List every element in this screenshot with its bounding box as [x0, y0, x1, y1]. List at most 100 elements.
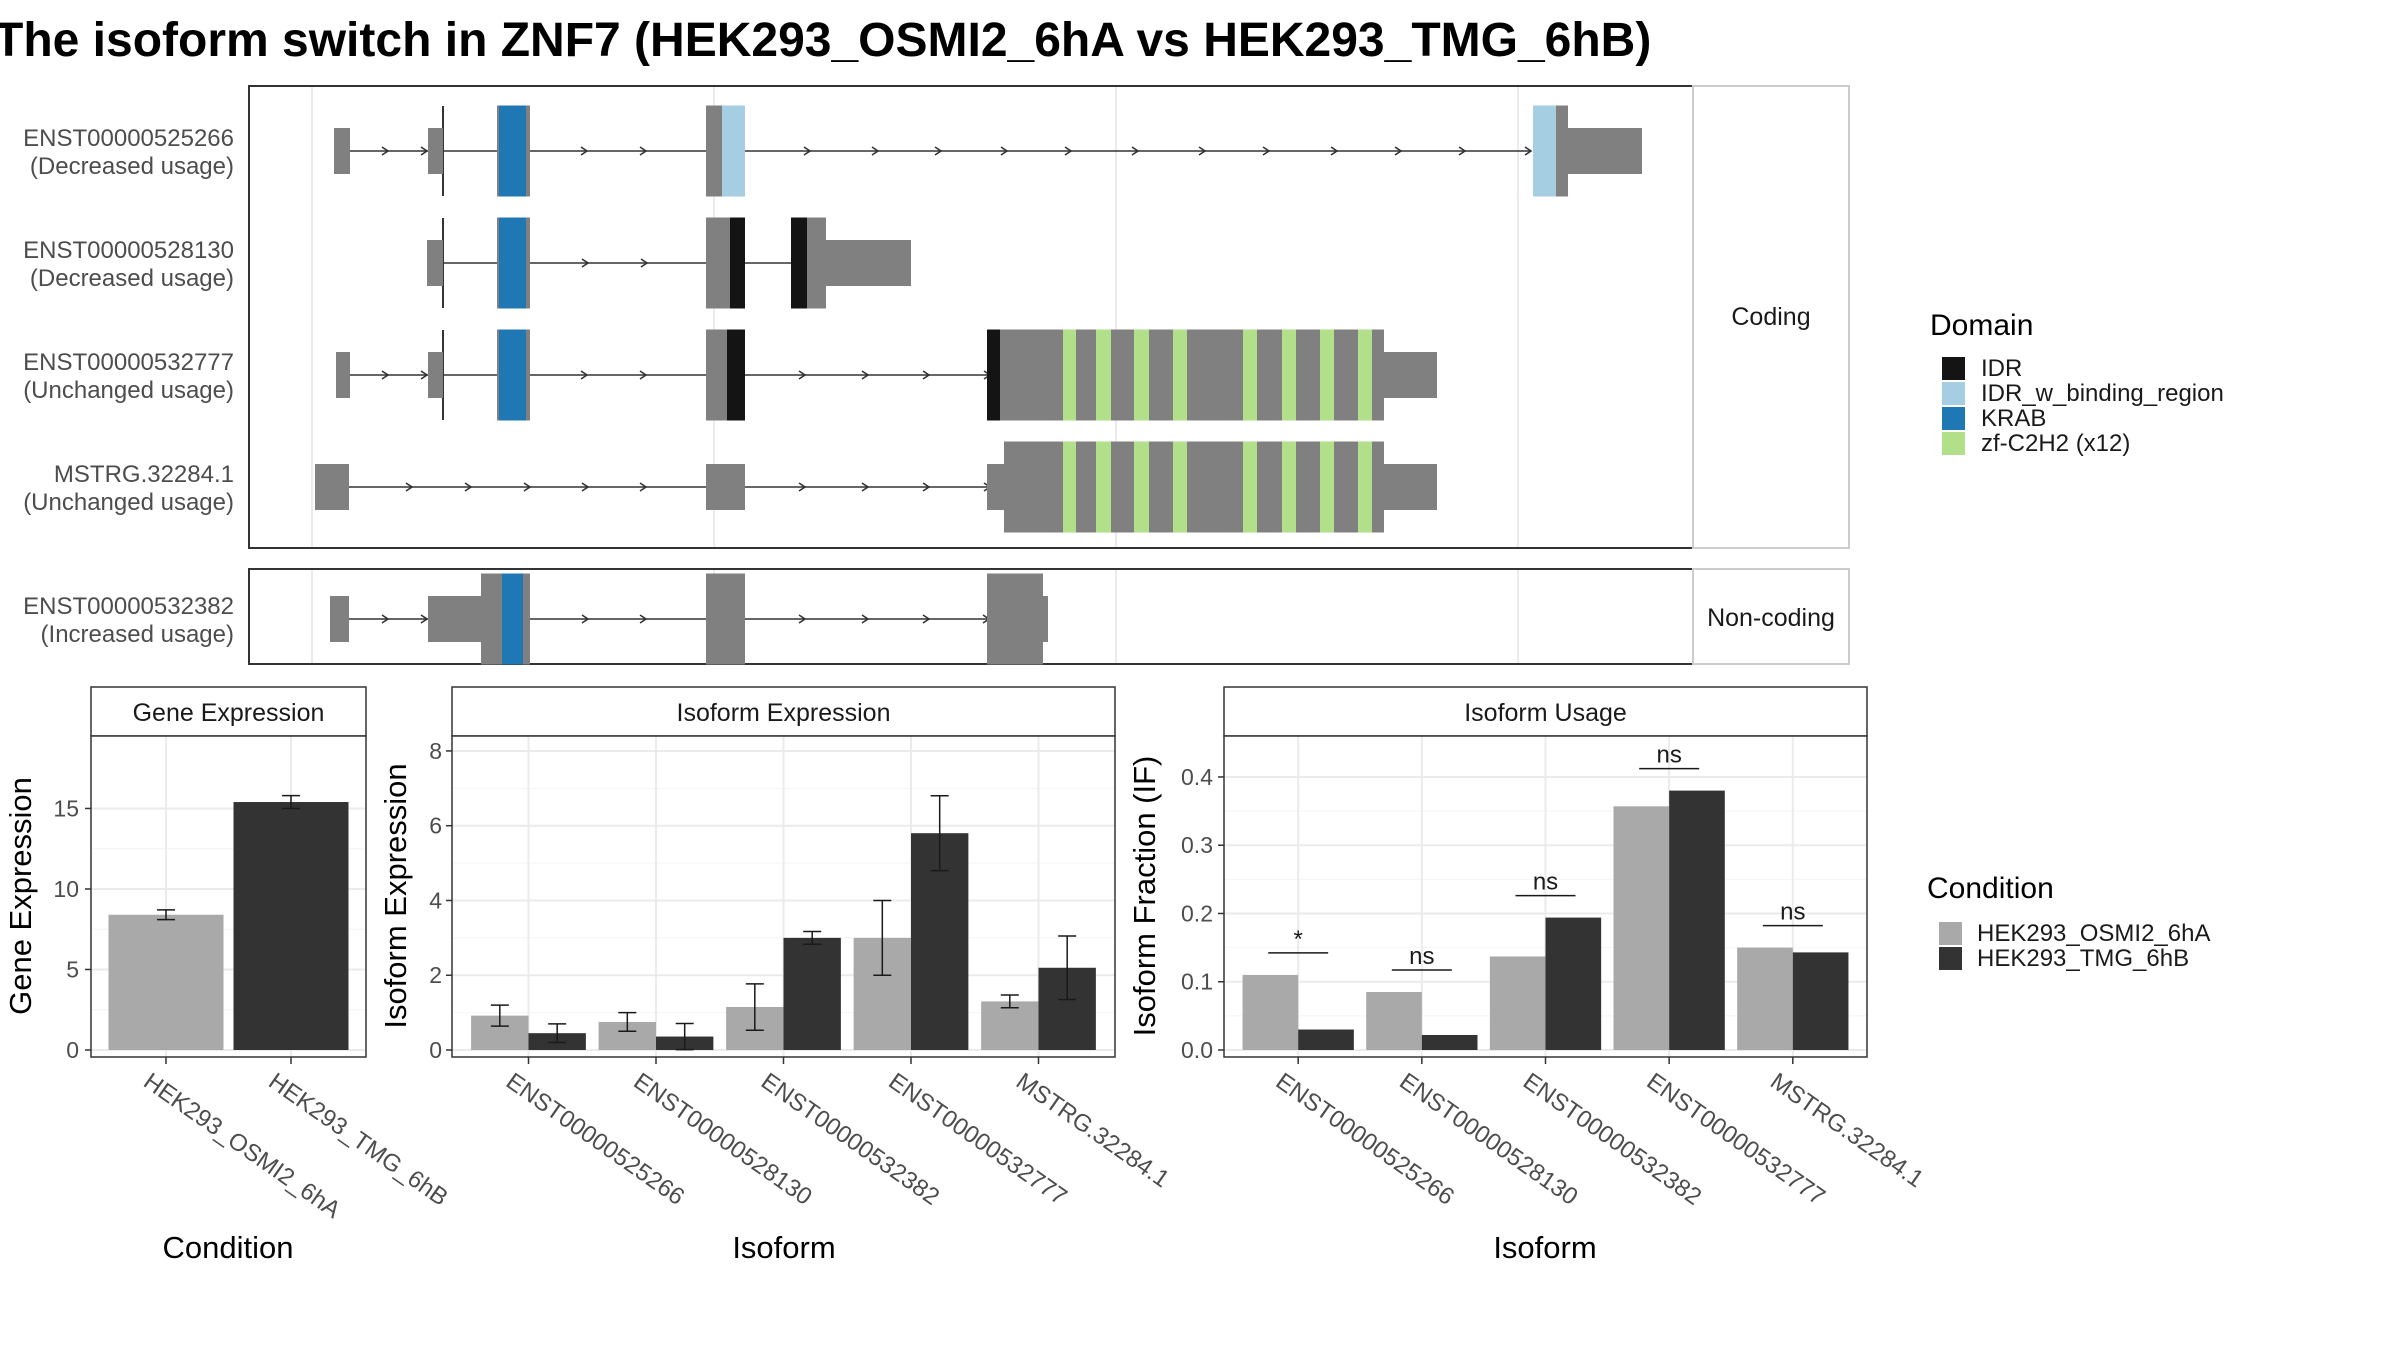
exon-block	[428, 596, 484, 642]
strand-arrow	[861, 482, 870, 492]
domain-zf-C2H2	[1320, 441, 1334, 533]
chart-3: Isoform Usage * ns ns ns ns 0.0 0.1 0.2 0.3 0.4 ENS…	[1127, 686, 1928, 1265]
strand-arrow	[581, 258, 590, 268]
domain-legend-swatch	[1942, 407, 1965, 430]
coding-panel: Coding	[248, 85, 1850, 549]
domain-zf-C2H2	[1173, 329, 1187, 421]
y-tick-label: 10	[53, 876, 79, 902]
y-axis-ticks: 0 5 10 15	[53, 795, 91, 1063]
exon-block	[1568, 128, 1642, 174]
bars	[108, 794, 349, 1050]
domain-KRAB	[499, 105, 526, 197]
strand-arrow	[420, 146, 429, 156]
transcript-usage-label: (Unchanged usage)	[23, 377, 234, 404]
strand-arrow	[381, 146, 390, 156]
y-tick-label: 5	[66, 956, 79, 982]
y-tick-label: 0	[429, 1037, 442, 1063]
strand-arrow	[381, 614, 390, 624]
y-tick-label: 15	[53, 795, 79, 821]
x-tick-label: HEK293_OSMI2_6hA	[139, 1068, 346, 1224]
exon-block	[1384, 464, 1437, 510]
y-tick-label: 8	[429, 738, 442, 764]
strand-arrow	[580, 146, 589, 156]
condition-legend-swatch	[1939, 947, 1962, 970]
figure-title: The isoform switch in ZNF7 (HEK293_OSMI2…	[0, 14, 1651, 67]
domain-zf-C2H2	[1173, 441, 1187, 533]
transcript-usage-label: (Decreased usage)	[30, 265, 234, 292]
strand-arrow	[1198, 146, 1207, 156]
domain-zf-C2H2	[1096, 329, 1111, 421]
strand-arrow	[861, 614, 870, 624]
bar	[1298, 1029, 1354, 1050]
exon-block	[330, 596, 349, 642]
condition-legend-title: Condition	[1927, 872, 2054, 905]
y-tick-label: 0	[66, 1037, 79, 1063]
isoform-structure-panel: Coding Non-coding ENST00000525266(Decrea…	[23, 85, 1850, 665]
bar	[1366, 991, 1422, 1050]
bar	[1545, 917, 1602, 1050]
bar	[783, 937, 841, 1050]
domain-IDR	[987, 329, 1000, 421]
noncoding-strip-box	[1692, 568, 1850, 665]
exon-block	[427, 240, 443, 286]
bar	[1421, 1034, 1478, 1050]
chart-1: Gene Expression 0 5 10 15 HEK293_OSMI2_6hAHEK…	[3, 686, 453, 1265]
strand-arrow	[581, 482, 590, 492]
coding-panel-border	[248, 85, 1694, 549]
y-tick-label: 6	[429, 813, 442, 839]
strand-arrow	[1524, 146, 1533, 156]
domain-KRAB	[499, 329, 526, 421]
y-axis-label: Isoform Expression	[378, 763, 413, 1028]
condition-legend-label: HEK293_TMG_6hB	[1977, 945, 2189, 972]
bar	[1669, 790, 1725, 1050]
exon-block	[428, 352, 443, 398]
strand-arrow	[1000, 146, 1009, 156]
y-axis-label: Gene Expression	[3, 777, 38, 1015]
y-tick-label: 0.4	[1181, 764, 1213, 790]
significance-label: ns	[1409, 943, 1434, 970]
y-tick-label: 2	[429, 962, 442, 988]
strand-arrow	[934, 146, 943, 156]
domain-IDR	[730, 217, 745, 309]
strand-arrow	[1262, 146, 1271, 156]
strand-arrow	[922, 482, 931, 492]
domain-zf-C2H2	[1320, 329, 1334, 421]
transcript-usage-label: (Unchanged usage)	[23, 489, 234, 516]
y-tick-label: 0.0	[1181, 1037, 1213, 1063]
domain-zf-C2H2	[1358, 441, 1372, 533]
exon-block	[706, 573, 745, 665]
noncoding-panel: Non-coding	[248, 568, 1850, 665]
x-axis-ticks: ENST00000525266ENST00000528130ENST000005…	[501, 1057, 1174, 1211]
y-tick-label: 0.1	[1181, 969, 1213, 995]
strand-arrow	[420, 614, 429, 624]
domain-zf-C2H2	[1134, 329, 1149, 421]
condition-legend-swatch	[1939, 922, 1962, 945]
bar	[1613, 806, 1670, 1050]
bar	[1489, 956, 1546, 1050]
panel-title: Isoform Expression	[677, 699, 891, 727]
domain-zf-C2H2	[1243, 329, 1257, 421]
panel-strip	[1223, 686, 1868, 737]
condition-legend-label: HEK293_OSMI2_6hA	[1977, 920, 2210, 947]
domain-KRAB	[499, 217, 526, 309]
domain-zf-C2H2	[1282, 329, 1296, 421]
exon-block	[987, 573, 1043, 665]
strand-arrow	[640, 258, 649, 268]
strand-arrow	[580, 370, 589, 380]
domain-legend-label: zf-C2H2 (x12)	[1981, 430, 2130, 457]
domain-zf-C2H2	[1063, 441, 1076, 533]
chart-2: Isoform Expression 0 2 4 6 8 ENST00000525266EN…	[378, 686, 1174, 1265]
strand-arrow	[405, 482, 414, 492]
domain-IDR	[791, 217, 807, 309]
bar	[1737, 947, 1793, 1050]
strand-arrow	[420, 370, 429, 380]
transcript-track-1	[334, 105, 1642, 197]
transcript-id-label: ENST00000532777	[23, 349, 234, 376]
transcript-track-2	[427, 217, 911, 309]
strand-arrow	[922, 614, 931, 624]
y-tick-label: 0.3	[1181, 832, 1213, 858]
domain-legend-label: IDR	[1981, 355, 2022, 382]
exon-block	[706, 464, 745, 510]
